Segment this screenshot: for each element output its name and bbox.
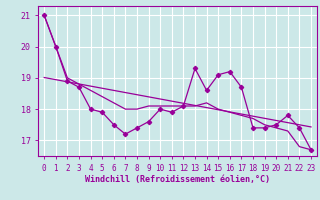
X-axis label: Windchill (Refroidissement éolien,°C): Windchill (Refroidissement éolien,°C) <box>85 175 270 184</box>
